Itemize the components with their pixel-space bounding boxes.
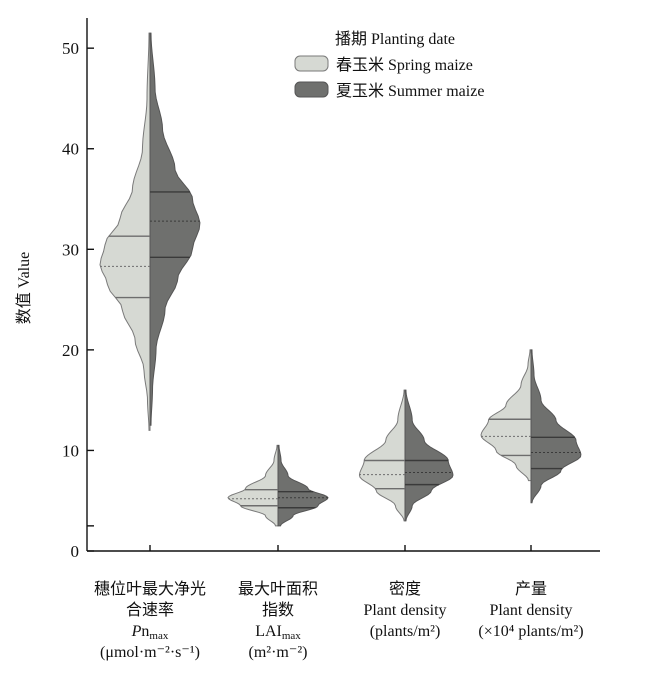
category-label-line: 产量 xyxy=(515,580,547,598)
legend-title: 播期 Planting date xyxy=(335,30,455,48)
legend-entry-spring: 春玉米 Spring maize xyxy=(336,56,473,74)
y-tick-label: 40 xyxy=(62,140,79,159)
legend-swatch-summer xyxy=(294,81,329,98)
y-axis-label: 数值 Value xyxy=(15,252,33,324)
violin-half-spring xyxy=(480,349,532,482)
violin-half-summer xyxy=(277,444,329,527)
y-tick-label: 0 xyxy=(71,542,80,561)
violin-half-summer xyxy=(530,349,582,504)
category-label-line: Plant density xyxy=(363,602,446,619)
category-label-line: Plant density xyxy=(489,602,572,619)
y-axis-ticks: 0 10 20 30 40 50 xyxy=(62,39,94,561)
violins xyxy=(99,32,582,527)
legend-entry-summer: 夏玉米 Summer maize xyxy=(336,82,484,100)
violin-half-spring xyxy=(99,32,151,431)
legend-swatch-spring xyxy=(294,55,329,72)
category-label-line: 指数 xyxy=(262,601,294,619)
violin-group xyxy=(480,349,582,504)
y-tick-label: 30 xyxy=(62,240,79,259)
category-label-line: (m²·m⁻²) xyxy=(249,644,308,661)
category-label-line: (×10⁴ plants/m²) xyxy=(478,623,583,640)
category-label-line: (μmol·m⁻²·s⁻¹) xyxy=(100,644,200,661)
category-label-line: LAImax xyxy=(255,623,301,642)
category-label-line: 合速率 xyxy=(126,601,174,619)
y-tick-label: 10 xyxy=(62,441,79,460)
category-label-line: (plants/m²) xyxy=(370,623,441,640)
y-tick-label: 20 xyxy=(62,341,79,360)
violin-group xyxy=(358,389,454,522)
violin-group xyxy=(99,32,201,431)
category-label-line: 密度 xyxy=(389,580,421,598)
category-label-line: 穗位叶最大净光 xyxy=(94,580,206,598)
violin-group xyxy=(227,444,329,527)
x-axis-ticks xyxy=(149,545,532,551)
violin-half-summer xyxy=(404,389,454,522)
violin-half-spring xyxy=(227,444,279,527)
category-label-line: Pnmax xyxy=(131,623,169,642)
violin-half-summer xyxy=(149,32,201,426)
y-tick-label: 50 xyxy=(62,39,79,58)
legend: 播期 Planting date 春玉米 Spring maize 夏玉米 Su… xyxy=(294,30,484,100)
category-label-line: 最大叶面积 xyxy=(238,580,318,598)
violin-half-spring xyxy=(358,389,406,522)
